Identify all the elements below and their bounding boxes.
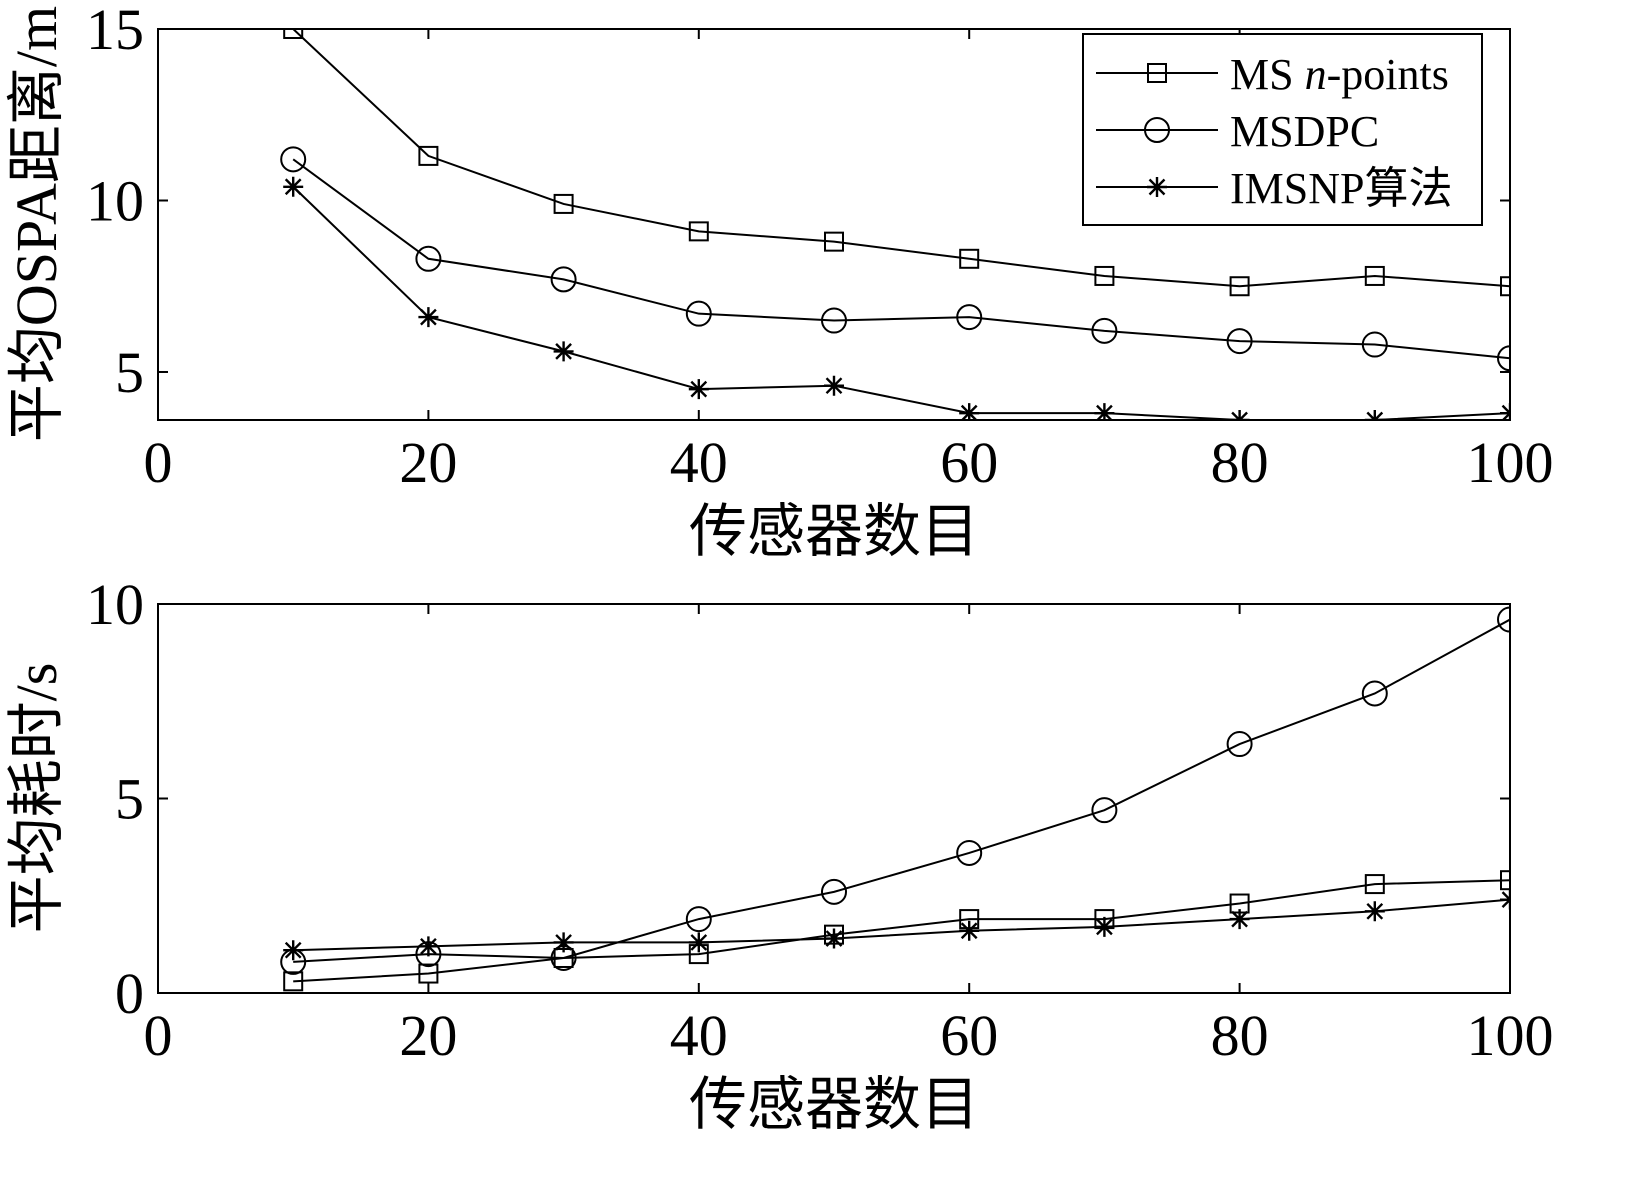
y-tick-label: 5 — [115, 767, 144, 832]
data-point-circle — [1361, 331, 1388, 358]
data-point-square — [1500, 276, 1510, 297]
data-point-square — [1364, 874, 1385, 895]
x-tick-label: 80 — [1211, 430, 1269, 495]
legend: MS n-points MSDPC IMSNP算法 — [1082, 33, 1483, 226]
data-point-star — [283, 176, 304, 197]
x-tick-label: 40 — [670, 430, 728, 495]
series-line-star — [293, 898, 1510, 952]
y-tick-labels: 5 10 15 — [86, 0, 1510, 405]
data-point-circle — [956, 839, 983, 866]
data-point-circle — [821, 307, 847, 334]
data-point-square — [959, 248, 980, 269]
legend-items — [1096, 63, 1218, 197]
x-tick-label: 40 — [670, 1003, 728, 1068]
data-point-star — [1094, 403, 1115, 420]
data-point-square — [1094, 265, 1115, 286]
y-tick-labels: 0 5 10 — [86, 572, 1510, 1026]
data-point-star — [688, 379, 709, 400]
data-point-circle — [1091, 797, 1118, 824]
chart-osp-distance: 0 20 40 60 80 100 5 10 15 传感器数目 平均OSPA距离/m MS n… — [4, 0, 1554, 564]
x-tick-labels: 0 20 40 60 80 100 — [144, 604, 1554, 1068]
data-point-circle — [280, 146, 307, 173]
data-point-circle — [415, 245, 442, 272]
x-tick-label: 80 — [1211, 1003, 1269, 1068]
series-line-star — [292, 186, 1510, 420]
legend-label-imsnp: IMSNP算法 — [1230, 164, 1453, 213]
data-point-star — [959, 920, 980, 941]
data-point-square — [283, 29, 304, 39]
plot-area-frame — [157, 28, 1511, 421]
y-tick-label: 10 — [86, 168, 144, 233]
data-point-star — [1094, 916, 1115, 937]
x-tick-label: 100 — [1467, 430, 1554, 495]
data-point-circle — [550, 266, 577, 293]
y-axis-label: 平均OSPA距离/m — [4, 6, 69, 442]
legend-marker-square — [1147, 63, 1167, 83]
y-tick-label: 15 — [86, 0, 144, 62]
series-line-square — [293, 879, 1510, 983]
data-point-circle — [1497, 345, 1510, 372]
y-tick-label: 10 — [86, 572, 144, 637]
x-tick-label: 0 — [144, 1003, 173, 1068]
series-line-circle — [293, 618, 1510, 963]
data-point-star — [418, 936, 439, 957]
legend-label-msdpc: MSDPC — [1230, 107, 1379, 156]
data-point-square — [1364, 265, 1385, 286]
data-point-circle — [1361, 680, 1388, 707]
data-point-circle — [1091, 317, 1118, 344]
y-axis-label: 平均耗时/s — [4, 663, 69, 934]
data-point-circle — [1226, 731, 1253, 758]
data-point-star — [553, 341, 574, 362]
data-point-circle — [1226, 328, 1253, 355]
x-tick-label: 0 — [144, 430, 173, 495]
legend-label-ms-npoints: MS n-points — [1230, 50, 1449, 99]
x-tick-label: 20 — [399, 430, 457, 495]
data-point-star — [418, 307, 439, 328]
x-tick-labels: 0 20 40 60 80 100 — [144, 29, 1554, 495]
data-point-square — [553, 193, 574, 214]
data-point-star — [1364, 901, 1385, 922]
x-tick-label: 100 — [1467, 1003, 1554, 1068]
data-point-circle — [1497, 606, 1510, 633]
legend-marker-star — [1147, 177, 1167, 197]
x-tick-label: 60 — [940, 430, 998, 495]
x-axis-label: 传感器数目 — [689, 499, 979, 564]
data-point-circle — [685, 906, 712, 933]
data-point-star — [553, 932, 574, 953]
data-point-square — [1229, 276, 1250, 297]
data-point-star — [688, 932, 709, 953]
y-tick-label: 5 — [115, 340, 144, 405]
x-tick-label: 20 — [399, 1003, 457, 1068]
data-point-square — [824, 231, 844, 252]
data-point-square — [283, 971, 304, 992]
data-point-square — [688, 221, 709, 242]
series-line-square — [292, 29, 1510, 288]
data-point-star — [1229, 909, 1250, 930]
y-tick-label: 0 — [115, 961, 144, 1026]
x-axis-label: 传感器数目 — [689, 1072, 979, 1137]
data-point-star — [824, 375, 844, 396]
chart-average-time: 0 20 40 60 80 100 0 5 10 传感器数目 平均耗时/s — [4, 572, 1554, 1137]
data-point-square — [418, 145, 439, 166]
data-point-square — [418, 963, 439, 984]
plot-marks — [280, 606, 1510, 992]
legend-marker-circle — [1144, 117, 1170, 143]
data-point-circle — [821, 878, 847, 905]
data-point-star — [283, 940, 304, 961]
data-point-circle — [956, 304, 983, 331]
series-line-circle — [292, 158, 1510, 360]
data-point-circle — [685, 300, 712, 327]
x-tick-label: 60 — [940, 1003, 998, 1068]
data-point-square — [1500, 870, 1510, 891]
data-point-star — [824, 928, 844, 949]
